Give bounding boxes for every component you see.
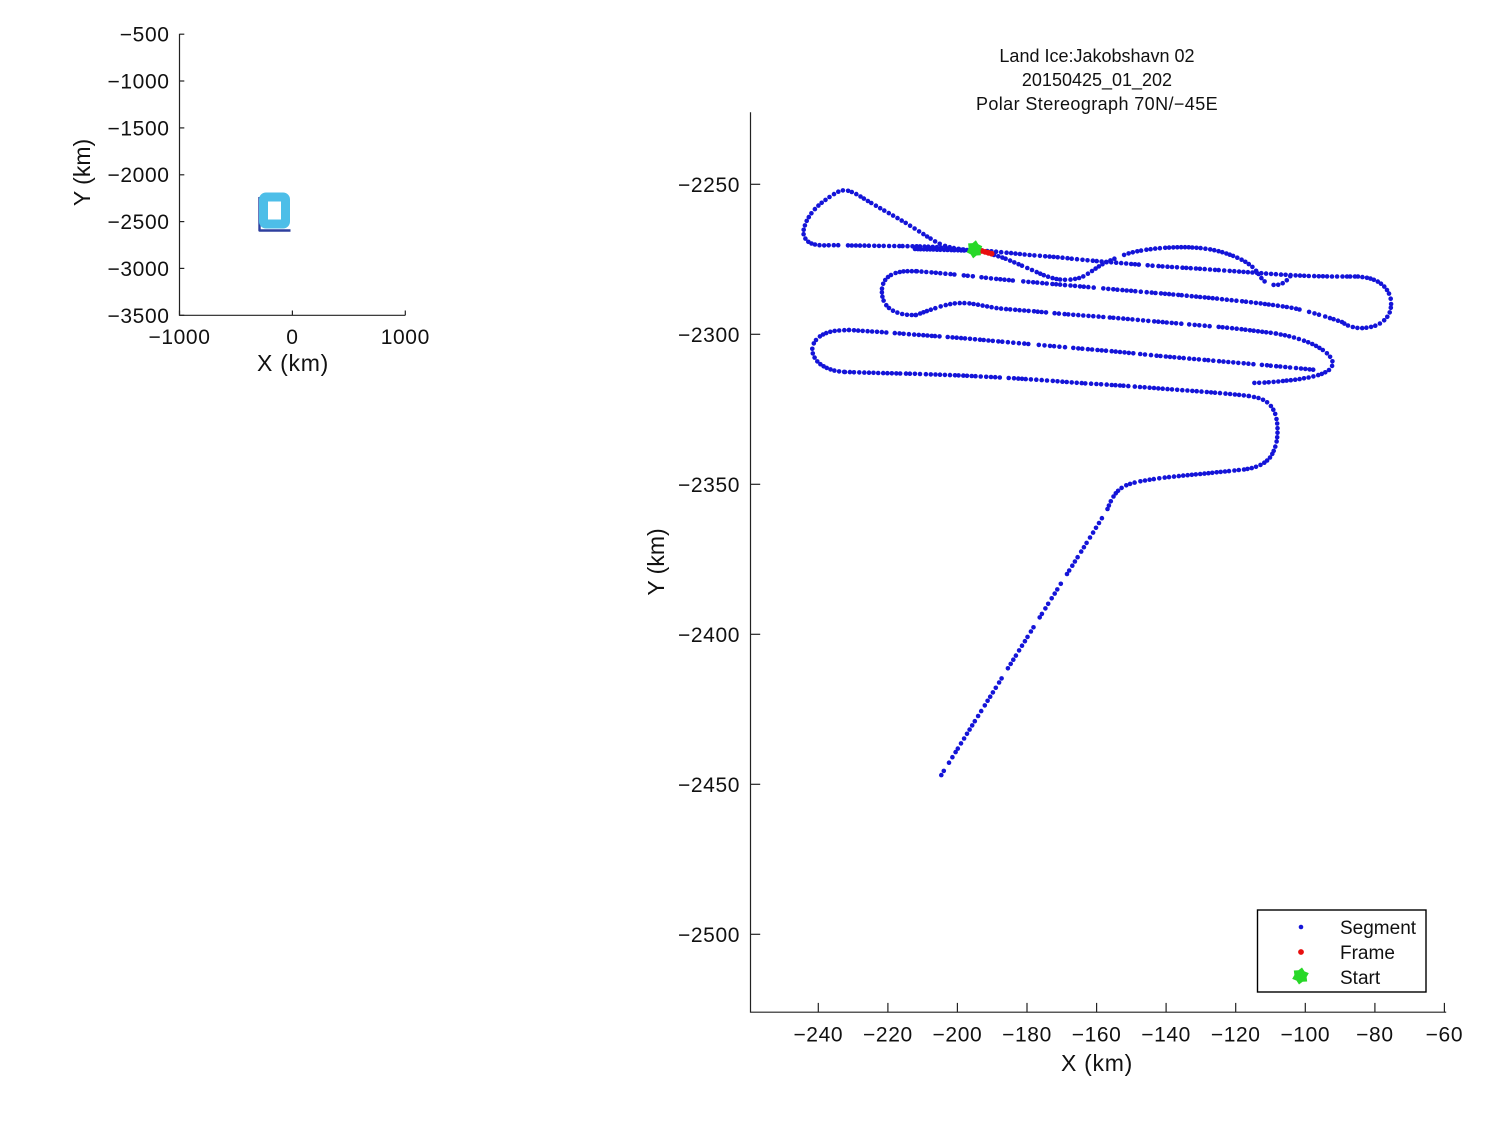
svg-text:−1500: −1500 — [108, 117, 170, 140]
svg-text:−1000: −1000 — [149, 326, 211, 349]
svg-text:−2350: −2350 — [678, 474, 740, 497]
svg-text:X (km): X (km) — [1061, 1050, 1133, 1076]
svg-text:−2500: −2500 — [678, 924, 740, 947]
svg-text:−2300: −2300 — [678, 324, 740, 347]
svg-text:−180: −180 — [1002, 1023, 1052, 1046]
svg-text:−2250: −2250 — [678, 174, 740, 197]
svg-text:−500: −500 — [120, 24, 170, 47]
svg-text:Frame: Frame — [1340, 943, 1395, 964]
svg-text:−1000: −1000 — [108, 71, 170, 94]
svg-text:−3000: −3000 — [108, 258, 170, 281]
svg-text:20150425_01_202: 20150425_01_202 — [1022, 70, 1172, 91]
svg-text:Segment: Segment — [1340, 918, 1417, 939]
svg-text:X (km): X (km) — [257, 350, 329, 376]
svg-text:1000: 1000 — [381, 326, 430, 349]
svg-text:−100: −100 — [1280, 1023, 1330, 1046]
svg-text:−80: −80 — [1356, 1023, 1393, 1046]
svg-text:−3500: −3500 — [108, 305, 170, 328]
svg-text:0: 0 — [286, 326, 298, 349]
svg-text:−140: −140 — [1141, 1023, 1191, 1046]
svg-text:Start: Start — [1340, 968, 1381, 989]
svg-text:Y (km): Y (km) — [643, 528, 669, 595]
svg-text:Land Ice:Jakobshavn 02: Land Ice:Jakobshavn 02 — [999, 46, 1194, 66]
svg-text:−200: −200 — [933, 1023, 983, 1046]
svg-text:−2000: −2000 — [108, 164, 170, 187]
svg-text:−240: −240 — [793, 1023, 843, 1046]
svg-text:−60: −60 — [1426, 1023, 1463, 1046]
svg-text:Y (km): Y (km) — [69, 139, 95, 206]
svg-text:−160: −160 — [1072, 1023, 1122, 1046]
svg-text:−220: −220 — [863, 1023, 913, 1046]
svg-text:−2400: −2400 — [678, 624, 740, 647]
svg-text:−120: −120 — [1211, 1023, 1261, 1046]
svg-text:−2500: −2500 — [108, 211, 170, 234]
svg-text:−2450: −2450 — [678, 774, 740, 797]
svg-text:Polar Stereograph 70N/−45E: Polar Stereograph 70N/−45E — [976, 94, 1218, 114]
